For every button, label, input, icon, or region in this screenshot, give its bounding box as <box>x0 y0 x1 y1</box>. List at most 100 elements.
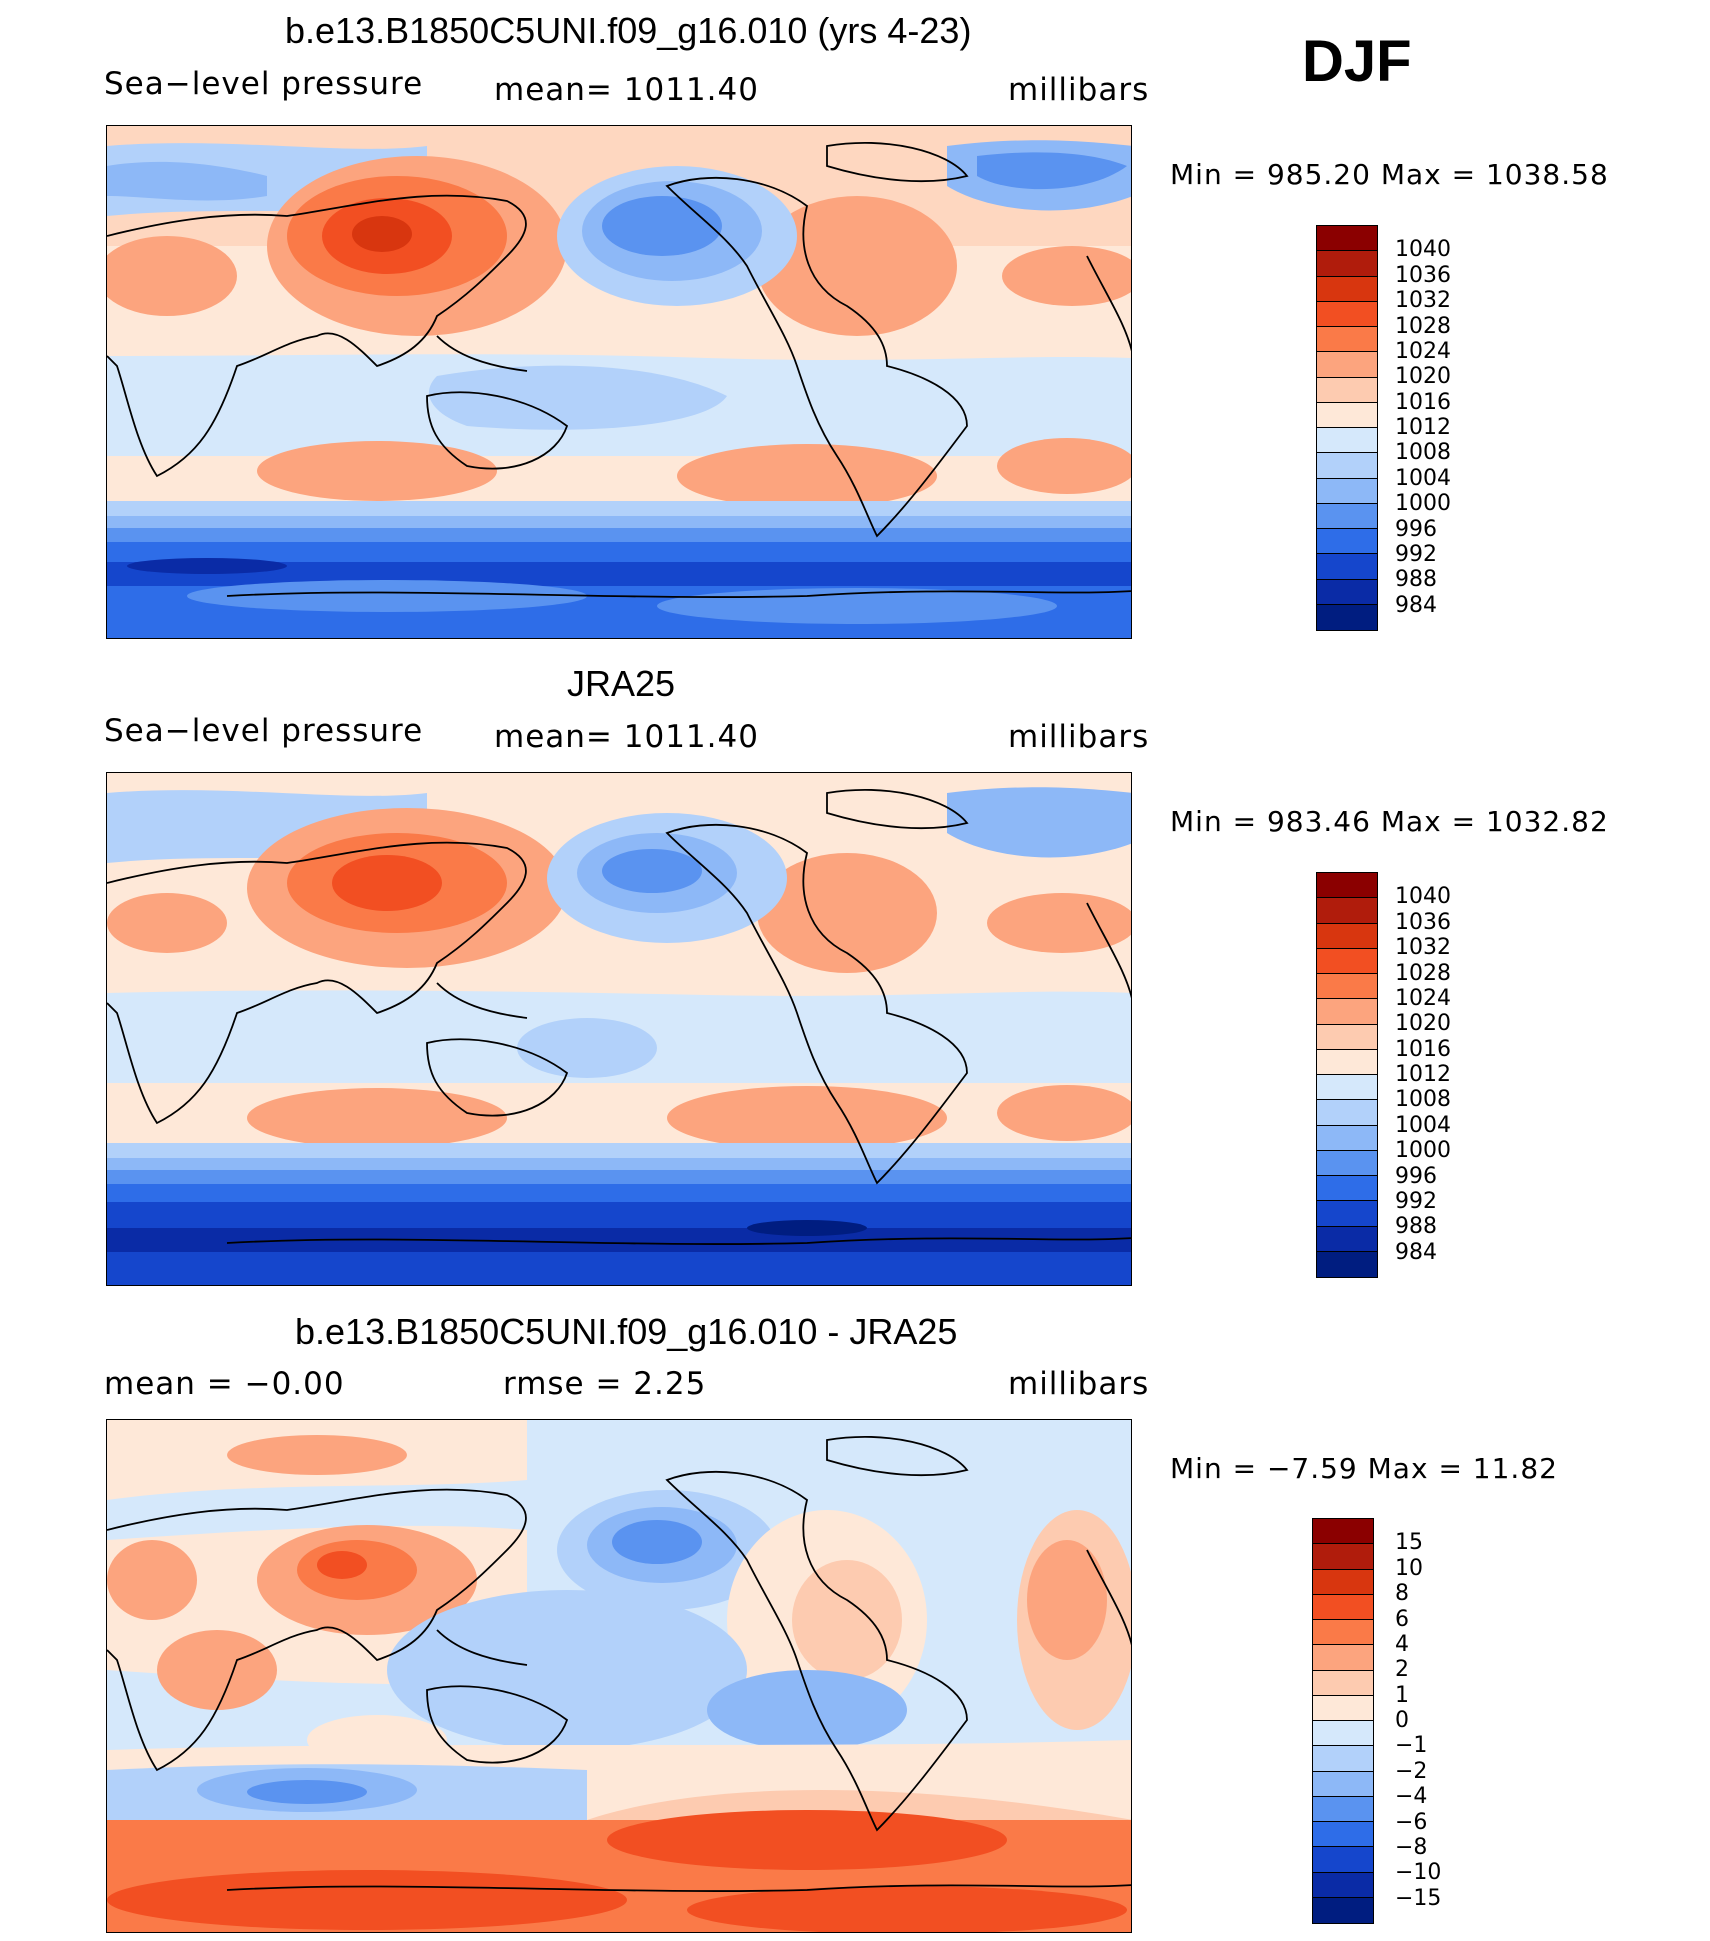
colorbar-tick-label: 1016 <box>1395 389 1451 415</box>
colorbar-tick-label: 1004 <box>1395 1112 1451 1138</box>
colorbar-tick-label: 1040 <box>1395 237 1451 263</box>
colorbar-swatch <box>1317 226 1377 252</box>
colorbar-swatch <box>1317 1075 1377 1101</box>
season-label: DJF <box>1302 29 1412 94</box>
colorbar-tick-label: 1020 <box>1395 1011 1451 1037</box>
colorbar-swatch <box>1317 1201 1377 1227</box>
colorbar-swatch <box>1317 478 1377 504</box>
panel-2-title: JRA25 <box>567 663 676 704</box>
panel-1-title: b.e13.B1850C5UNI.f09_g16.010 (yrs 4-23) <box>285 10 972 51</box>
colorbar-swatch <box>1313 1746 1373 1772</box>
colorbar-swatch <box>1317 301 1377 327</box>
panel-1-minmax: Min = 985.20 Max = 1038.58 <box>1170 158 1609 191</box>
colorbar-tick-label: 992 <box>1395 1188 1437 1214</box>
colorbar-tick-label: 2 <box>1395 1657 1409 1683</box>
colorbar-tick-label: 1024 <box>1395 338 1451 364</box>
panel-1-colorbar-labels: 1040 1036 1032 1028 1024 1020 1016 1012 1008 1004… <box>1395 225 1475 631</box>
colorbar-swatch <box>1317 529 1377 555</box>
colorbar-tick-label: 1040 <box>1395 884 1451 910</box>
panel-2-map <box>106 772 1132 1286</box>
colorbar-swatch <box>1317 579 1377 605</box>
colorbar-swatch <box>1317 1125 1377 1151</box>
colorbar-tick-label: 8 <box>1395 1581 1409 1607</box>
panel-3-map <box>106 1419 1132 1933</box>
colorbar-swatch <box>1313 1670 1373 1696</box>
colorbar-tick-label: 4 <box>1395 1631 1409 1657</box>
panel-3-colorbar-labels: 15 10 8 6 4 2 1 0 −1 −2 −4 −6 −8 −10 −15 <box>1395 1518 1475 1924</box>
colorbar-tick-label: 1020 <box>1395 364 1451 390</box>
colorbar-swatch <box>1313 1847 1373 1873</box>
panel-1-map <box>106 125 1132 639</box>
panel-2-colorbar-labels: 1040 1036 1032 1028 1024 1020 1016 1012 1008 1004… <box>1395 872 1475 1278</box>
colorbar-tick-label: −1 <box>1395 1733 1428 1759</box>
colorbar-swatch <box>1317 251 1377 277</box>
colorbar-swatch <box>1313 1822 1373 1848</box>
colorbar-tick-label: 1036 <box>1395 262 1451 288</box>
colorbar-swatch <box>1313 1872 1373 1898</box>
colorbar-tick-label: −4 <box>1395 1784 1428 1810</box>
colorbar-swatch <box>1317 503 1377 529</box>
colorbar-swatch <box>1317 1176 1377 1202</box>
colorbar-swatch <box>1317 1226 1377 1252</box>
colorbar-swatch <box>1317 974 1377 1000</box>
colorbar-tick-label: 1032 <box>1395 935 1451 961</box>
colorbar-tick-label: 6 <box>1395 1606 1409 1632</box>
colorbar-tick-label: 988 <box>1395 1214 1437 1240</box>
colorbar-swatch <box>1317 1150 1377 1176</box>
panel-2-mean: mean= 1011.40 <box>494 719 759 755</box>
colorbar-swatch <box>1313 1796 1373 1822</box>
panel-3-units: millibars <box>1008 1366 1150 1402</box>
colorbar-swatch <box>1313 1594 1373 1620</box>
colorbar-swatch <box>1317 1100 1377 1126</box>
colorbar-tick-label: 1032 <box>1395 288 1451 314</box>
colorbar-swatch <box>1313 1695 1373 1721</box>
colorbar-swatch <box>1317 276 1377 302</box>
colorbar-tick-label: 0 <box>1395 1708 1409 1733</box>
colorbar-swatch <box>1317 1251 1377 1277</box>
colorbar-swatch <box>1317 554 1377 580</box>
panel-2-colorbar <box>1316 872 1378 1278</box>
colorbar-swatch <box>1317 453 1377 479</box>
colorbar-tick-label: 984 <box>1395 1239 1437 1265</box>
colorbar-swatch <box>1317 873 1377 899</box>
colorbar-tick-label: 1012 <box>1395 1062 1451 1087</box>
colorbar-swatch <box>1313 1645 1373 1671</box>
colorbar-tick-label: 1028 <box>1395 313 1451 339</box>
colorbar-tick-label: 10 <box>1395 1555 1423 1581</box>
colorbar-swatch <box>1313 1620 1373 1646</box>
panel-1-mean: mean= 1011.40 <box>494 72 759 108</box>
colorbar-swatch <box>1313 1569 1373 1595</box>
panel-1-field-name: Sea−level pressure <box>104 66 424 102</box>
panel-1-units: millibars <box>1008 72 1150 108</box>
model-slp-map <box>107 126 1131 638</box>
panel-3-colorbar <box>1312 1518 1374 1924</box>
colorbar-swatch <box>1317 948 1377 974</box>
colorbar-tick-label: 1000 <box>1395 1138 1451 1164</box>
colorbar-swatch <box>1313 1544 1373 1570</box>
colorbar-tick-label: 1012 <box>1395 415 1451 440</box>
colorbar-tick-label: 1004 <box>1395 465 1451 491</box>
panel-2-minmax: Min = 983.46 Max = 1032.82 <box>1170 805 1609 838</box>
colorbar-tick-label: 1036 <box>1395 909 1451 935</box>
colorbar-swatch <box>1317 999 1377 1025</box>
panel-3-mean: mean = −0.00 <box>104 1366 345 1402</box>
colorbar-swatch <box>1313 1519 1373 1545</box>
panel-1-colorbar <box>1316 225 1378 631</box>
colorbar-tick-label: −6 <box>1395 1809 1428 1835</box>
colorbar-tick-label: 1000 <box>1395 491 1451 517</box>
colorbar-tick-label: 992 <box>1395 541 1437 567</box>
colorbar-swatch <box>1313 1771 1373 1797</box>
colorbar-tick-label: 1028 <box>1395 960 1451 986</box>
colorbar-tick-label: 1 <box>1395 1682 1409 1708</box>
colorbar-swatch <box>1317 402 1377 428</box>
panel-2-field-name: Sea−level pressure <box>104 713 424 749</box>
colorbar-swatch <box>1317 604 1377 630</box>
colorbar-tick-label: 988 <box>1395 567 1437 593</box>
colorbar-tick-label: 996 <box>1395 516 1437 542</box>
colorbar-tick-label: −2 <box>1395 1758 1428 1784</box>
colorbar-swatch <box>1317 1049 1377 1075</box>
reanalysis-slp-map <box>107 773 1131 1285</box>
difference-slp-map <box>107 1420 1131 1932</box>
colorbar-tick-label: 1008 <box>1395 440 1451 466</box>
colorbar-swatch <box>1317 898 1377 924</box>
